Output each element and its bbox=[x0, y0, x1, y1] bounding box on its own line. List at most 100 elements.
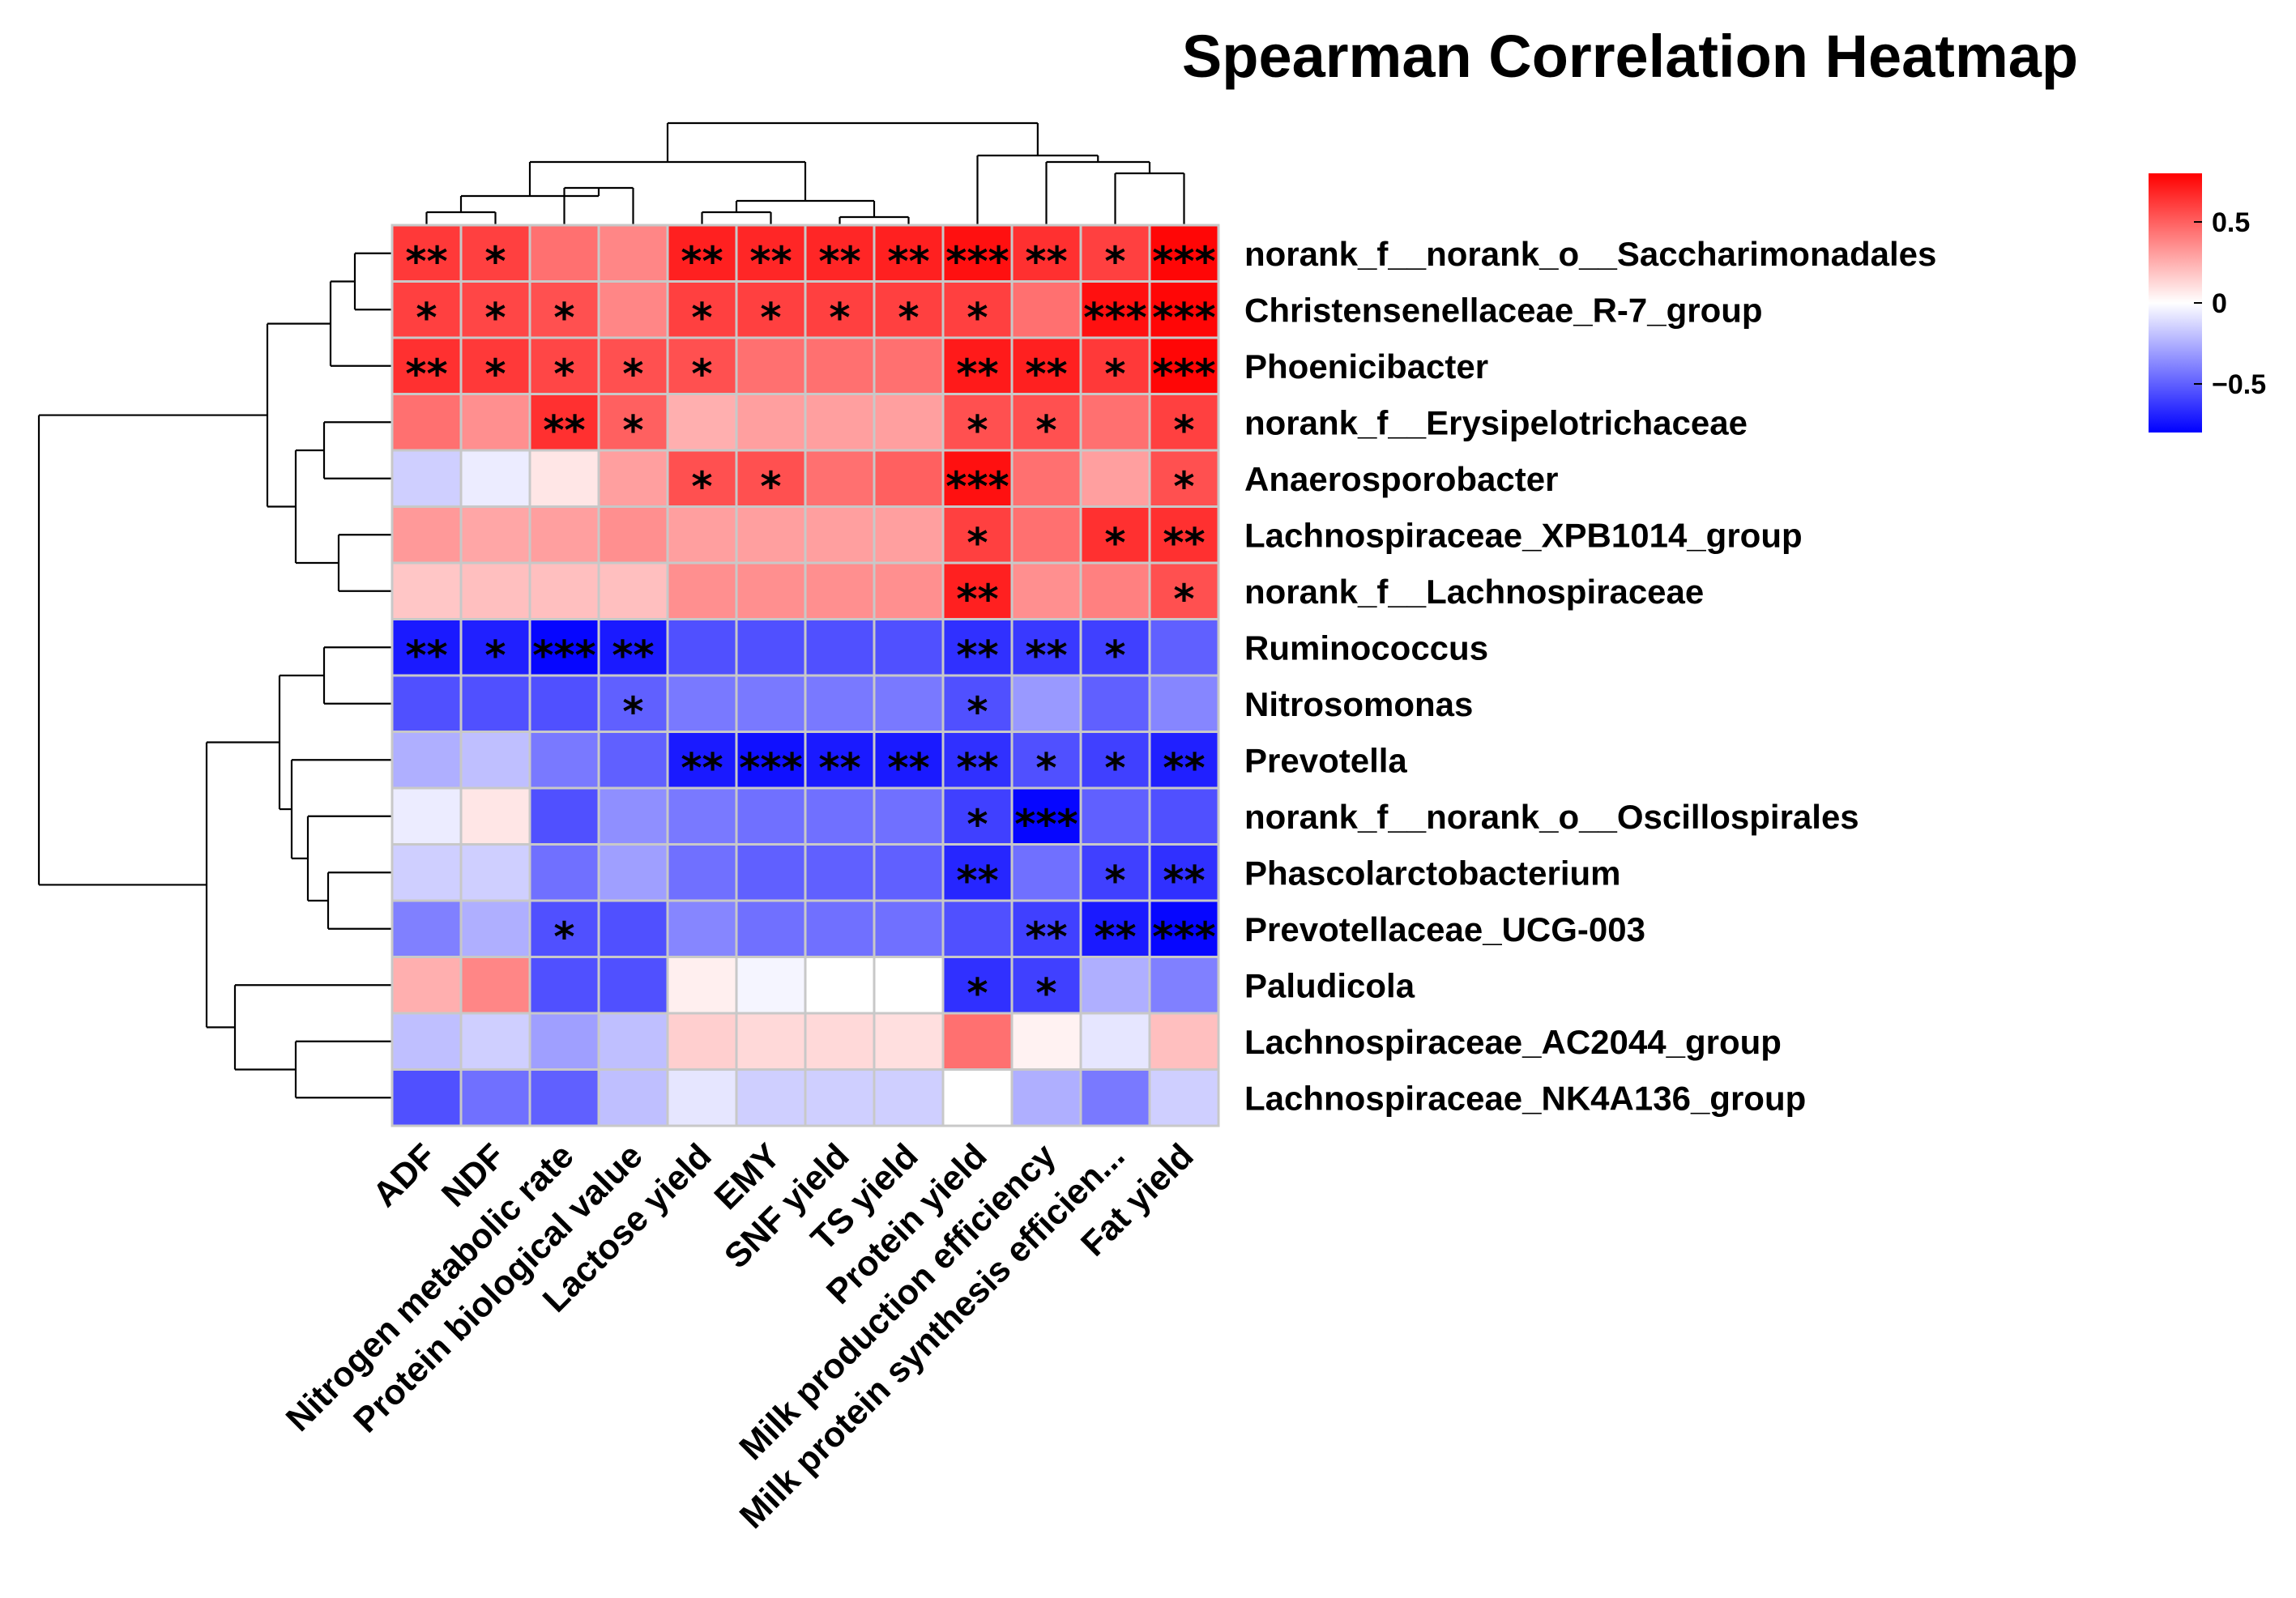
heatmap-cell bbox=[804, 956, 876, 1015]
heatmap-cell bbox=[941, 899, 1014, 958]
heatmap-cell bbox=[804, 505, 876, 565]
heatmap-cell bbox=[1079, 956, 1151, 1015]
heatmap-cell bbox=[528, 786, 600, 846]
heatmap-cell bbox=[528, 1012, 600, 1071]
heatmap-cell bbox=[666, 224, 738, 283]
significance-marker: * bbox=[622, 351, 643, 398]
heatmap-cell bbox=[1079, 843, 1151, 902]
heatmap-cell bbox=[941, 280, 1014, 339]
heatmap-cell bbox=[528, 561, 600, 620]
heatmap-cell bbox=[666, 843, 738, 902]
significance-marker: *** bbox=[945, 463, 1009, 510]
significance-marker: ** bbox=[956, 857, 998, 904]
heatmap-cell bbox=[1148, 1068, 1220, 1127]
heatmap-cell bbox=[1079, 393, 1151, 452]
heatmap-cell bbox=[1010, 336, 1082, 395]
heatmap-cell bbox=[735, 899, 807, 958]
heatmap-cell bbox=[1079, 449, 1151, 508]
significance-marker: ** bbox=[749, 238, 792, 285]
heatmap-cell bbox=[1148, 674, 1220, 733]
significance-marker: * bbox=[1035, 407, 1056, 454]
heatmap-cell bbox=[666, 1012, 738, 1071]
heatmap-cell bbox=[390, 393, 463, 452]
heatmap-cell bbox=[597, 1012, 669, 1071]
row-label: Prevotellaceae_UCG-003 bbox=[1244, 910, 1645, 948]
heatmap-cell bbox=[528, 1068, 600, 1127]
significance-marker: ** bbox=[887, 744, 929, 791]
heatmap-cell bbox=[1010, 956, 1082, 1015]
heatmap-cell bbox=[459, 843, 531, 902]
heatmap-cell bbox=[735, 505, 807, 565]
legend-tick-label: 0.5 bbox=[2212, 207, 2250, 238]
significance-marker: * bbox=[691, 294, 712, 341]
heatmap-cell bbox=[390, 505, 463, 565]
significance-marker: * bbox=[1104, 351, 1125, 398]
significance-marker: *** bbox=[1014, 801, 1078, 848]
heatmap-cell bbox=[666, 505, 738, 565]
heatmap-cell bbox=[597, 449, 669, 508]
significance-marker: * bbox=[760, 463, 781, 510]
row-label: Paludicola bbox=[1244, 966, 1415, 1004]
significance-marker: ** bbox=[681, 238, 723, 285]
heatmap-cell bbox=[390, 1068, 463, 1127]
heatmap-cell bbox=[666, 956, 738, 1015]
heatmap-cell bbox=[528, 956, 600, 1015]
heatmap-cell bbox=[735, 393, 807, 452]
heatmap-cell bbox=[873, 956, 945, 1015]
significance-marker: * bbox=[967, 294, 988, 341]
heatmap-cell bbox=[1010, 1012, 1082, 1071]
significance-marker: * bbox=[967, 407, 988, 454]
significance-marker: ** bbox=[818, 744, 860, 791]
significance-marker: * bbox=[829, 294, 850, 341]
heatmap-cell bbox=[873, 786, 945, 846]
significance-marker: * bbox=[1104, 238, 1125, 285]
column-label: ADF bbox=[365, 1136, 443, 1214]
heatmap-cell bbox=[941, 956, 1014, 1015]
significance-marker: * bbox=[967, 969, 988, 1016]
heatmap-cell bbox=[873, 843, 945, 902]
heatmap-cell bbox=[804, 1012, 876, 1071]
row-label: Nitrosomonas bbox=[1244, 685, 1473, 723]
heatmap-cell bbox=[1148, 899, 1220, 958]
heatmap-cell bbox=[597, 393, 669, 452]
heatmap-cell bbox=[528, 393, 600, 452]
heatmap-cell bbox=[804, 1068, 876, 1127]
significance-marker: * bbox=[484, 238, 506, 285]
heatmap-cell bbox=[459, 786, 531, 846]
significance-marker: * bbox=[622, 688, 643, 735]
heatmap-cell bbox=[528, 731, 600, 790]
heatmap-cell bbox=[597, 731, 669, 790]
heatmap-cell bbox=[528, 618, 600, 677]
row-label: Anaerosporobacter bbox=[1244, 460, 1558, 498]
heatmap-cell bbox=[1148, 956, 1220, 1015]
heatmap-cell bbox=[459, 393, 531, 452]
heatmap-cell bbox=[735, 561, 807, 620]
heatmap-cell bbox=[804, 336, 876, 395]
heatmap-cell bbox=[459, 1012, 531, 1071]
significance-marker: * bbox=[622, 407, 643, 454]
heatmap-cell bbox=[390, 674, 463, 733]
heatmap-cell bbox=[1010, 843, 1082, 902]
heatmap-cell bbox=[459, 674, 531, 733]
heatmap-cell bbox=[666, 899, 738, 958]
heatmap-cell bbox=[873, 618, 945, 677]
heatmap-cell bbox=[1148, 731, 1220, 790]
heatmap-cell bbox=[941, 843, 1014, 902]
significance-marker: ** bbox=[1025, 632, 1067, 679]
heatmap-cell bbox=[941, 449, 1014, 508]
chart-title: Spearman Correlation Heatmap bbox=[1182, 23, 2078, 90]
heatmap-cells bbox=[390, 224, 1220, 1127]
significance-marker: * bbox=[553, 914, 574, 961]
significance-marker: *** bbox=[1152, 351, 1215, 398]
heatmap-cell bbox=[735, 618, 807, 677]
row-label: norank_f__norank_o__Oscillospirales bbox=[1244, 798, 1859, 836]
heatmap-cell bbox=[1079, 1068, 1151, 1127]
heatmap-cell bbox=[597, 674, 669, 733]
heatmap-cell bbox=[1079, 731, 1151, 790]
heatmap-cell bbox=[1148, 786, 1220, 846]
significance-marker: * bbox=[484, 632, 506, 679]
heatmap-cell bbox=[941, 1068, 1014, 1127]
significance-marker: * bbox=[691, 463, 712, 510]
significance-marker: *** bbox=[1152, 914, 1215, 961]
